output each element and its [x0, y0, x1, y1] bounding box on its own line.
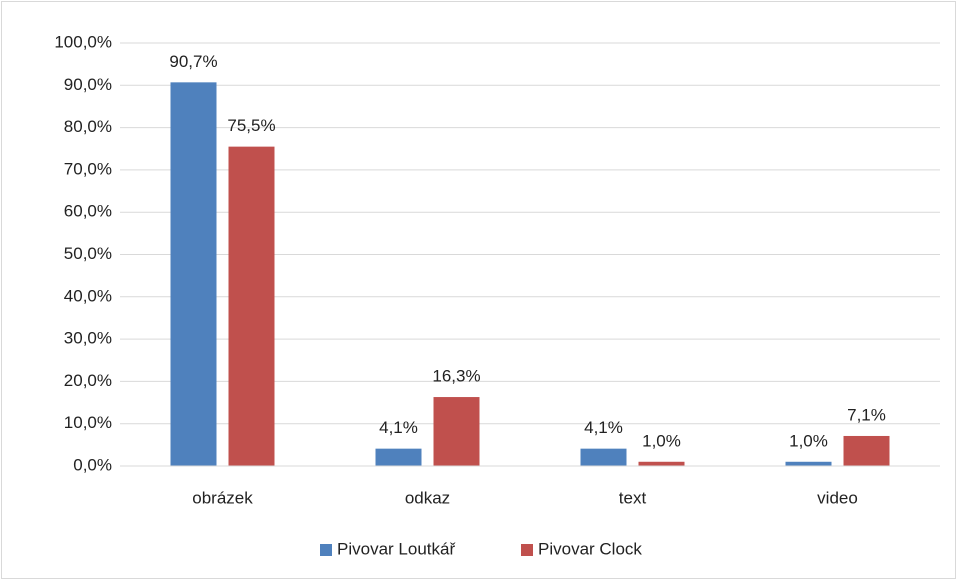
data-label: 1,0% — [642, 431, 681, 450]
legend-swatch — [521, 544, 533, 556]
bar — [638, 461, 685, 466]
data-label: 4,1% — [379, 418, 418, 437]
y-tick-label: 70,0% — [64, 159, 112, 178]
bar — [375, 448, 422, 466]
bar — [785, 461, 832, 466]
data-label: 4,1% — [584, 418, 623, 437]
y-tick-label: 10,0% — [64, 413, 112, 432]
y-tick-label: 60,0% — [64, 202, 112, 221]
bar — [170, 82, 217, 467]
y-tick-label: 50,0% — [64, 244, 112, 263]
bar — [843, 435, 890, 466]
legend-label: Pivovar Clock — [538, 539, 642, 558]
bar — [580, 448, 627, 466]
y-tick-label: 30,0% — [64, 329, 112, 348]
x-tick-label: video — [817, 488, 858, 507]
x-tick-label: text — [619, 488, 647, 507]
y-tick-label: 80,0% — [64, 117, 112, 136]
legend-label: Pivovar Loutkář — [337, 539, 455, 558]
data-label: 16,3% — [432, 367, 480, 386]
data-label: 7,1% — [847, 405, 886, 424]
y-tick-label: 90,0% — [64, 75, 112, 94]
data-label: 90,7% — [169, 52, 217, 71]
y-tick-label: 40,0% — [64, 286, 112, 305]
y-tick-label: 0,0% — [73, 455, 112, 474]
bar — [228, 146, 275, 466]
y-tick-label: 20,0% — [64, 371, 112, 390]
data-label: 75,5% — [227, 116, 275, 135]
x-tick-label: obrázek — [192, 488, 253, 507]
legend-swatch — [320, 544, 332, 556]
data-label: 1,0% — [789, 431, 828, 450]
bar — [433, 397, 480, 466]
y-tick-label: 100,0% — [54, 32, 112, 51]
x-tick-label: odkaz — [405, 488, 450, 507]
